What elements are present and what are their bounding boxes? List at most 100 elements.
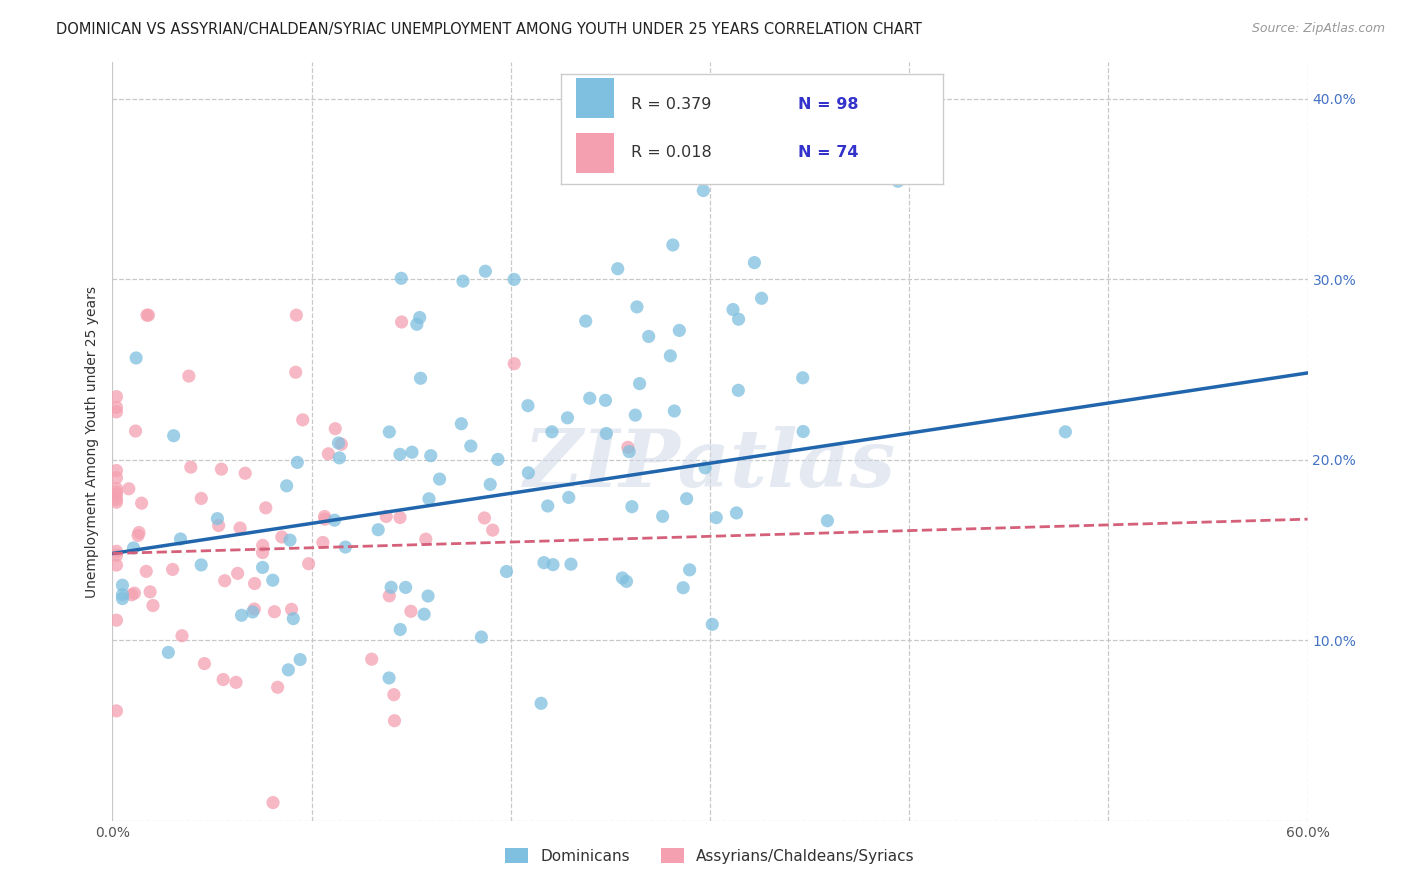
Point [243,602,266,616]
Point [702,617,724,632]
Point [208,518,231,533]
Point [328,450,350,465]
Point [105,613,128,627]
Point [416,589,439,603]
Point [495,565,517,579]
Text: DOMINICAN VS ASSYRIAN/CHALDEAN/SYRIAC UNEMPLOYMENT AMONG YOUTH UNDER 25 YEARS CO: DOMINICAN VS ASSYRIAN/CHALDEAN/SYRIAC UN… [56,22,922,37]
Point [105,488,128,502]
Point [695,461,717,475]
Point [628,376,651,391]
Point [727,312,749,326]
Point [263,605,285,619]
Point [367,523,389,537]
Point [190,558,212,572]
Point [136,308,159,322]
Point [792,371,814,385]
Point [612,571,634,585]
Point [242,605,264,619]
Point [887,174,910,188]
Point [408,310,430,325]
Point [664,404,686,418]
Point [270,530,292,544]
Point [111,588,134,602]
Point [105,405,128,419]
Point [792,425,814,439]
Point [193,657,215,671]
Point [637,329,659,343]
Point [662,238,685,252]
Point [105,544,128,558]
Text: ZIPatlas: ZIPatlas [524,425,896,503]
Point [419,449,441,463]
Point [163,428,186,442]
Point [226,566,249,581]
Text: Source: ZipAtlas.com: Source: ZipAtlas.com [1251,22,1385,36]
Point [616,574,638,589]
Point [744,255,766,269]
Point [298,557,321,571]
Point [692,184,714,198]
Point [105,492,128,507]
Point [537,499,560,513]
Point [503,357,526,371]
Point [382,688,405,702]
Point [127,528,149,542]
Point [177,369,200,384]
Point [212,673,235,687]
Point [415,532,437,546]
Point [314,509,336,524]
Point [128,525,150,540]
Point [190,491,212,506]
Point [617,440,640,454]
Point [516,399,538,413]
Point [283,611,305,625]
Point [276,479,298,493]
Point [254,500,277,515]
Point [389,623,412,637]
Point [121,588,143,602]
Point [105,464,128,478]
Point [606,261,628,276]
Point [418,491,440,506]
Point [668,323,690,337]
Point [360,652,382,666]
Point [391,315,413,329]
Point [233,467,256,481]
Point [207,511,229,525]
Point [474,264,496,278]
Point [288,652,311,666]
Y-axis label: Unemployment Among Youth under 25 years: Unemployment Among Youth under 25 years [86,285,100,598]
Point [285,308,308,322]
Point [323,513,346,527]
Point [384,714,406,728]
Point [409,371,432,385]
Point [335,540,357,554]
Point [214,574,236,588]
Point [169,532,191,546]
Point [389,271,412,285]
Point [451,274,474,288]
Point [378,589,401,603]
Point [413,607,436,622]
Point [291,413,314,427]
Point [578,391,600,405]
Point [470,630,492,644]
Point [180,460,202,475]
Point [815,514,838,528]
Point [105,390,128,404]
Point [125,351,148,365]
Point [595,426,617,441]
Point [533,556,555,570]
Point [530,696,553,710]
Point [727,384,749,398]
Point [1054,425,1077,439]
Point [380,580,402,594]
Point [312,535,335,549]
Point [318,447,340,461]
Point [375,509,398,524]
Point [474,511,496,525]
Point [131,496,153,510]
Point [626,300,648,314]
Point [328,436,350,450]
Point [225,675,247,690]
